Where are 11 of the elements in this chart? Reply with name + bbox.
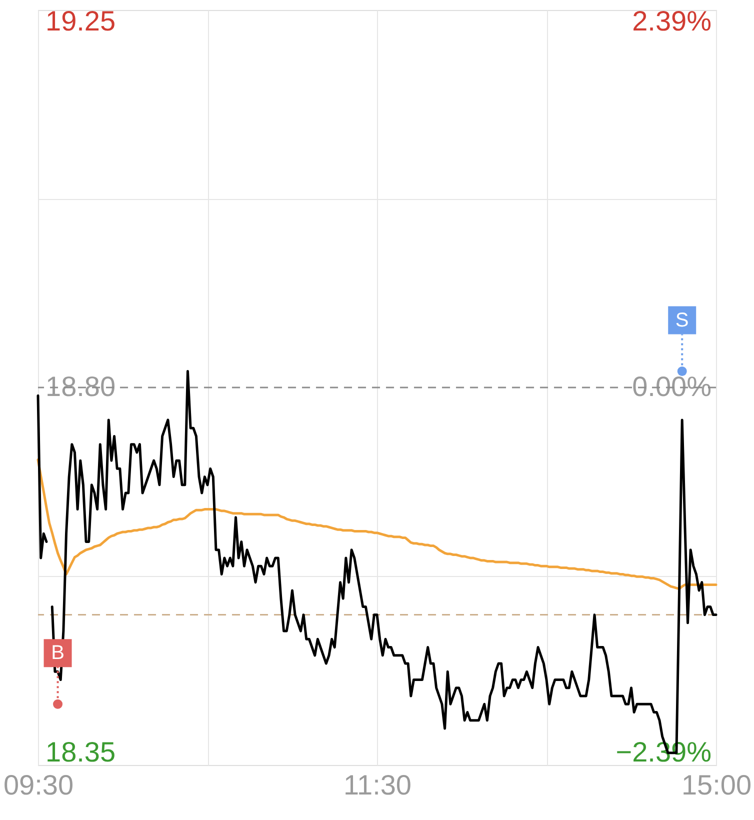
x-tick-label: 11:30 <box>344 770 412 800</box>
y2-tick-label: 2.39% <box>632 6 712 37</box>
line-series <box>36 458 718 590</box>
series-label: S <box>675 309 689 332</box>
x-tick-label: 09:30 <box>3 770 74 800</box>
y2-tick-label: 0.00% <box>632 371 712 402</box>
x-tick-label: 15:00 <box>681 770 752 800</box>
y-tick-label: 18.80 <box>46 371 116 402</box>
y-tick-label: 19.25 <box>46 6 116 37</box>
series-label: B <box>51 642 64 664</box>
y-tick-label: 18.35 <box>46 736 116 768</box>
